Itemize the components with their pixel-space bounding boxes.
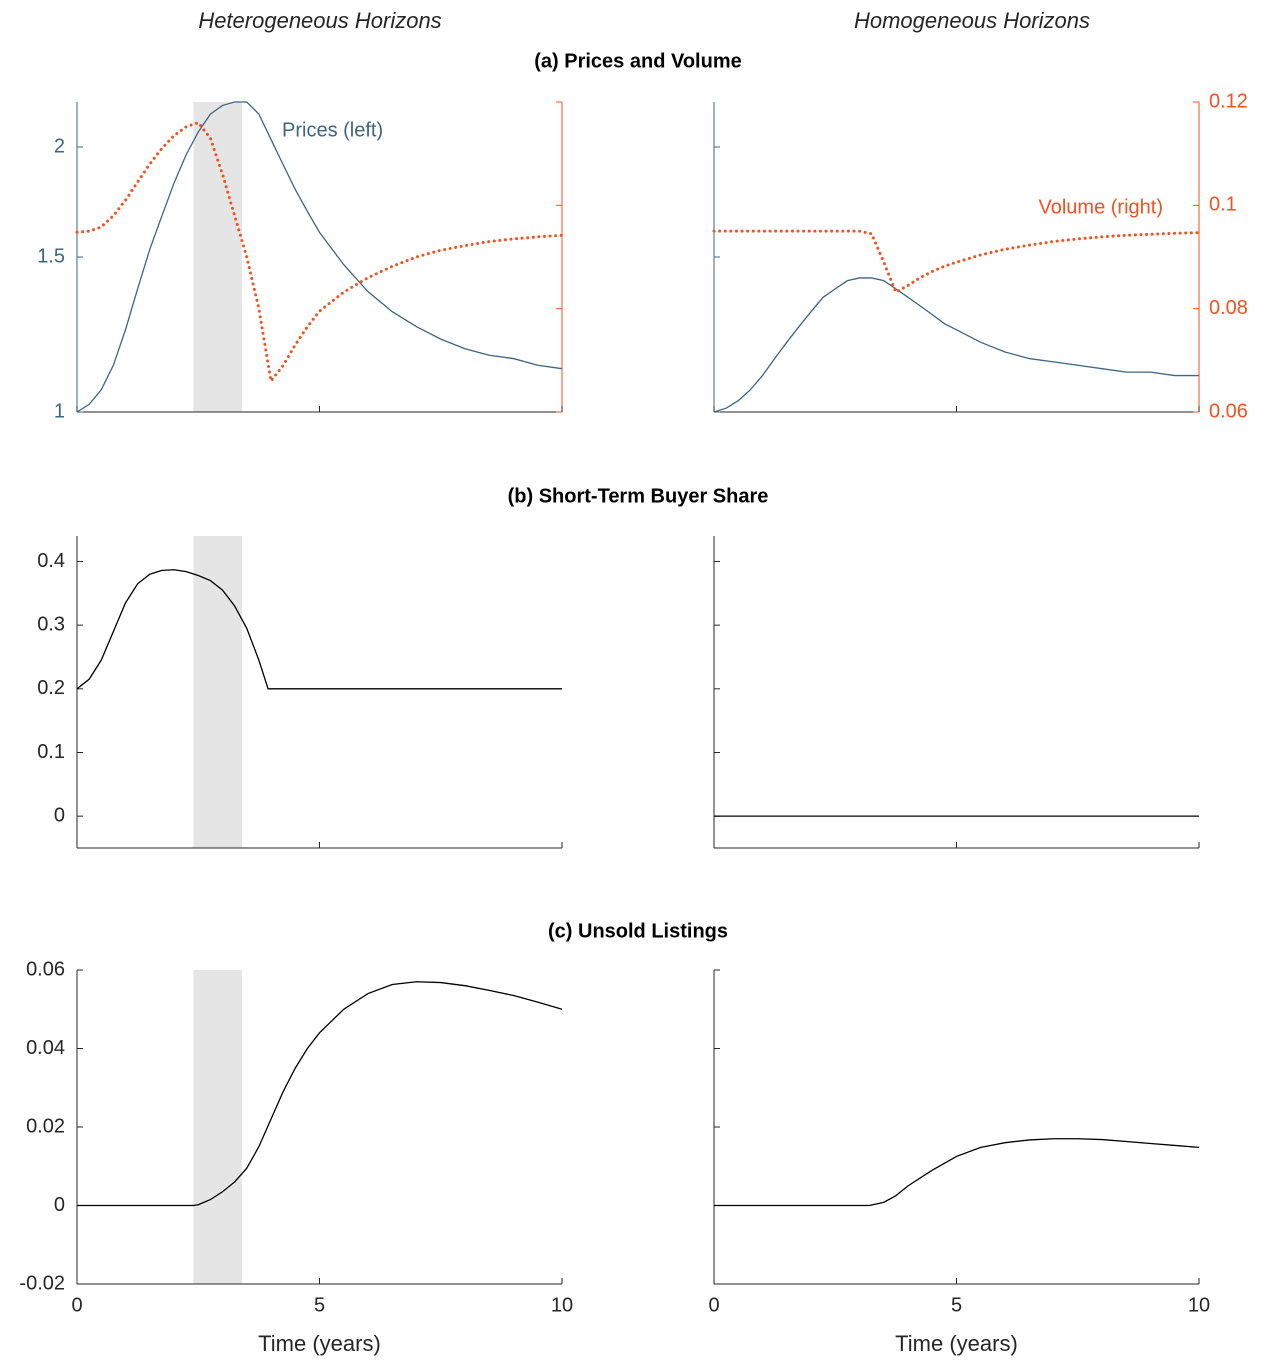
y-tick-label: 2 — [54, 135, 65, 157]
x-tick-label: 5 — [314, 1294, 325, 1316]
y-tick-label: -0.02 — [19, 1272, 65, 1294]
y2-tick-label: 0.08 — [1209, 297, 1248, 319]
y-tick-label: 0.4 — [37, 550, 65, 572]
x-tick-label: 10 — [1188, 1294, 1210, 1316]
y-tick-label: 0.02 — [26, 1115, 65, 1137]
x-axis-label: Time (years) — [895, 1331, 1018, 1356]
shaded-period — [193, 970, 242, 1284]
row-title: (a) Prices and Volume — [534, 50, 741, 72]
series-line — [76, 101, 563, 413]
y-tick-label: 0.2 — [37, 677, 65, 699]
x-tick-label: 10 — [551, 1294, 573, 1316]
y2-tick-label: 0.12 — [1209, 90, 1248, 112]
column-title: Heterogeneous Horizons — [198, 8, 441, 33]
x-tick-label: 0 — [708, 1294, 719, 1316]
annotation: Prices (left) — [282, 119, 383, 141]
x-axis-label: Time (years) — [258, 1331, 381, 1356]
y-tick-label: 0.3 — [37, 613, 65, 635]
row-title: (b) Short-Term Buyer Share — [508, 485, 769, 507]
y-tick-label: 0.06 — [26, 958, 65, 980]
y2-tick-label: 0.06 — [1209, 400, 1248, 422]
y2-tick-label: 0.1 — [1209, 194, 1237, 216]
series-line — [76, 569, 562, 690]
x-tick-label: 5 — [951, 1294, 962, 1316]
annotation: Volume (right) — [1039, 196, 1164, 218]
y-tick-label: 0.04 — [26, 1037, 65, 1059]
y-tick-label: 0.1 — [37, 741, 65, 763]
shaded-period — [193, 102, 242, 412]
x-tick-label: 0 — [71, 1294, 82, 1316]
series-line — [714, 1138, 1200, 1207]
y-tick-label: 0 — [54, 1194, 65, 1216]
series-line — [713, 277, 1199, 413]
row-title: (c) Unsold Listings — [548, 920, 728, 942]
shaded-period — [193, 536, 242, 848]
y-tick-label: 1.5 — [37, 245, 65, 267]
series-line — [75, 120, 564, 385]
y-tick-label: 1 — [54, 400, 65, 422]
series-line — [77, 981, 563, 1207]
series-line — [712, 229, 1201, 295]
column-title: Homogeneous Horizons — [854, 8, 1090, 33]
y-tick-label: 0 — [54, 804, 65, 826]
